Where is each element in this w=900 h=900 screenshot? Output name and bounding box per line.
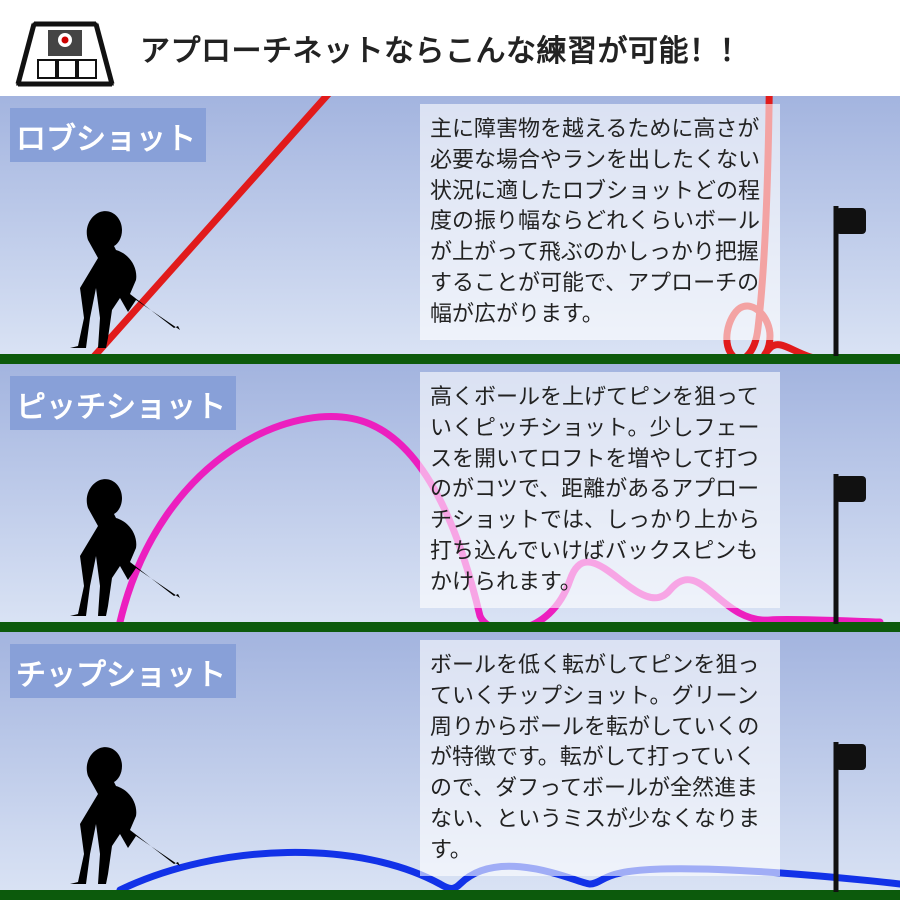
shot-description: 高くボールを上げてピンを狙っていくピッチショット。少しフェースを開いてロフトを増…	[420, 372, 780, 608]
shot-title: ロブショット	[10, 108, 206, 162]
flag-icon	[830, 206, 870, 356]
shot-title: チップショット	[10, 644, 236, 698]
panel-lob: ロブショット 主に障害物を越えるために高さが必要な場合やランを出したくない状況に…	[0, 96, 900, 364]
golfer-silhouette	[40, 436, 180, 626]
shot-description: ボールを低く転がしてピンを狙っていくチップショット。グリーン周りからボールを転が…	[420, 640, 780, 876]
panel-pitch: ピッチショット 高くボールを上げてピンを狙っていくピッチショット。少しフェースを…	[0, 364, 900, 632]
shot-description: 主に障害物を越えるために高さが必要な場合やランを出したくない状況に適したロブショ…	[420, 104, 780, 340]
golfer-silhouette	[40, 704, 180, 894]
golf-net-icon	[10, 6, 120, 90]
header: アプローチネットならこんな練習が可能！！	[0, 0, 900, 96]
flag-icon	[830, 474, 870, 624]
flag-icon	[830, 742, 870, 892]
headline-text: アプローチネットならこんな練習が可能！！	[140, 26, 750, 70]
panel-chip: チップショット ボールを低く転がしてピンを狙っていくチップショット。グリーン周り…	[0, 632, 900, 900]
shot-title: ピッチショット	[10, 376, 236, 430]
golfer-silhouette	[40, 168, 180, 358]
